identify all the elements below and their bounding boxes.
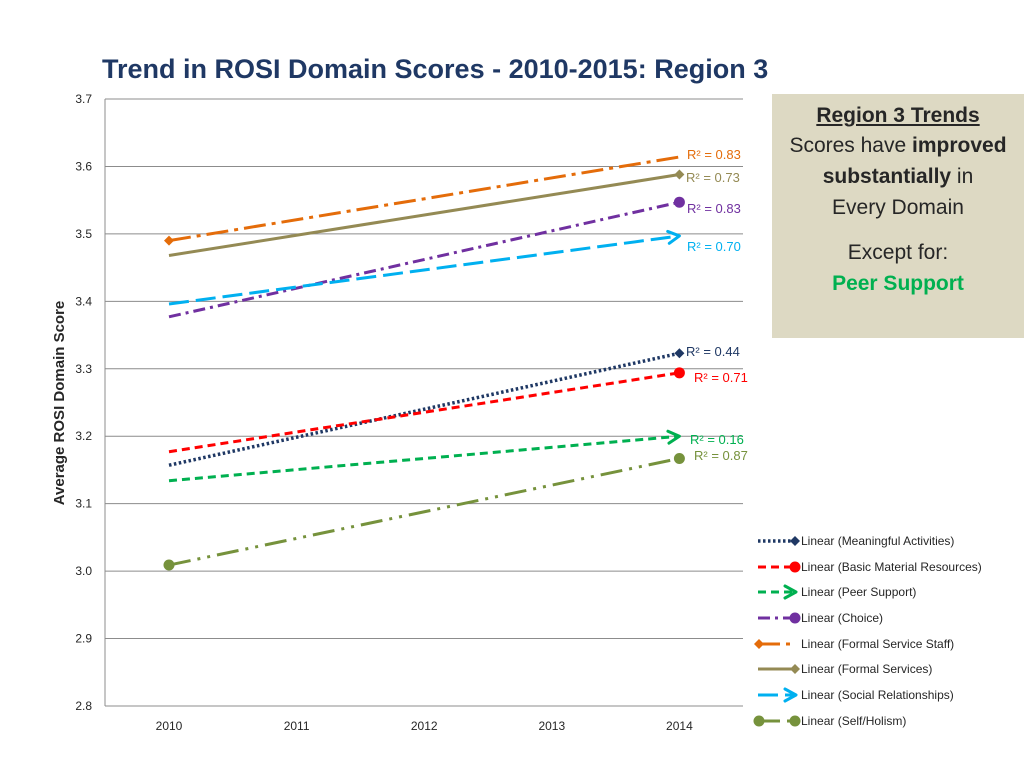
r2-label: R² = 0.83 [687, 201, 741, 216]
circle-marker [163, 559, 175, 571]
series-linear-peer-support- [168, 429, 681, 483]
y-tick-label: 2.9 [75, 632, 92, 646]
r2-label: R² = 0.70 [687, 239, 741, 254]
circle-marker [789, 612, 801, 624]
region-trends-box: Region 3 Trends Scores have improved sub… [772, 94, 1024, 338]
r2-label: R² = 0.73 [686, 170, 740, 185]
box-substantially-text: substantially [822, 165, 952, 188]
diamond-marker [790, 536, 800, 546]
r2-label: R² = 0.16 [690, 432, 744, 447]
legend-label: Linear (Choice) [801, 611, 883, 625]
series-linear-choice- [168, 196, 685, 319]
x-tick-label: 2010 [156, 719, 183, 733]
y-tick-label: 3.4 [75, 294, 92, 308]
r2-label: R² = 0.44 [686, 344, 740, 359]
y-tick-label: 2.8 [75, 699, 92, 713]
r2-label: R² = 0.83 [687, 147, 741, 162]
r2-labels: R² = 0.44 R² = 0.71 R² = 0.16 R² = 0.83 R² =… [686, 147, 748, 463]
diamond-marker [754, 639, 764, 649]
legend-label: Linear (Formal Service Staff) [801, 637, 954, 651]
y-tick-label: 3.7 [75, 92, 92, 106]
legend-label: Linear (Basic Material Resources) [801, 560, 982, 574]
trend-line [168, 434, 680, 483]
legend-label: Linear (Formal Services) [801, 662, 932, 676]
y-tick-label: 3.2 [75, 429, 92, 443]
trend-line [168, 457, 680, 567]
legend-entry: Linear (Formal Services) [758, 662, 932, 676]
legend: Linear (Meaningful Activities) Linear (Ba… [753, 534, 982, 728]
legend-entry: Linear (Choice) [758, 611, 883, 625]
diamond-marker [790, 664, 800, 674]
r2-label: R² = 0.87 [694, 448, 748, 463]
circle-marker [673, 452, 685, 464]
series-linear-formal-services- [168, 169, 685, 257]
legend-label: Linear (Meaningful Activities) [801, 534, 954, 548]
circle-marker [673, 367, 685, 379]
circle-marker [789, 561, 801, 573]
circle-marker [789, 715, 801, 727]
box-line-2-text: in [951, 165, 974, 188]
series-group [163, 155, 685, 571]
series-linear-formal-service-staff- [164, 155, 680, 246]
x-tick-label: 2011 [284, 719, 310, 733]
r2-label: R² = 0.71 [694, 370, 748, 385]
x-tick-label: 2012 [411, 719, 438, 733]
arrow-marker [666, 229, 681, 245]
legend-entry: Linear (Formal Service Staff) [754, 637, 954, 651]
legend-label: Linear (Self/Holism) [801, 714, 906, 728]
x-tick-label: 2013 [538, 719, 565, 733]
y-tick-label: 3.1 [75, 497, 92, 511]
box-line-2: substantially in [772, 161, 1024, 192]
chart-title: Trend in ROSI Domain Scores - 2010-2015:… [102, 54, 768, 84]
legend-entry: Linear (Self/Holism) [753, 714, 906, 728]
series-linear-basic-material-resources- [168, 367, 685, 454]
trend-line [168, 234, 680, 306]
arrow-marker [783, 687, 798, 703]
y-tick-label: 3.0 [75, 564, 92, 578]
trend-line [168, 200, 680, 319]
circle-marker [673, 196, 685, 208]
legend-entry: Linear (Basic Material Resources) [758, 560, 982, 574]
legend-entry: Linear (Meaningful Activities) [758, 534, 954, 548]
y-tick-label: 3.6 [75, 159, 92, 173]
trend-line [168, 173, 680, 257]
legend-label: Linear (Peer Support) [801, 585, 916, 599]
trend-line [168, 155, 680, 243]
box-title: Region 3 Trends [816, 104, 980, 127]
grid [105, 98, 743, 640]
box-line-1: Scores have improved [772, 130, 1024, 161]
box-line-1-text: Scores have [789, 134, 913, 157]
trend-line [168, 351, 680, 467]
arrow-marker [666, 429, 681, 445]
y-axis-label: Average ROSI Domain Score [51, 301, 68, 506]
circle-marker [753, 715, 765, 727]
legend-label: Linear (Social Relationships) [801, 688, 954, 702]
legend-entry: Linear (Peer Support) [758, 584, 916, 600]
diamond-marker [674, 169, 685, 180]
trend-line [168, 371, 680, 454]
box-peer-support-text: Peer Support [832, 272, 964, 295]
legend-entry: Linear (Social Relationships) [758, 687, 954, 703]
box-except-text: Except for: [847, 241, 949, 264]
x-tick-label: 2014 [666, 719, 693, 733]
arrow-marker [783, 584, 798, 600]
series-linear-meaningful-activities- [168, 348, 685, 467]
y-tick-label: 3.5 [75, 227, 92, 241]
box-line-3: Every Domain [832, 196, 964, 219]
axes: 2.8 2.9 3.0 3.1 3.2 3.3 3.4 3.5 3.6 3.7 2010 2011 20… [75, 92, 743, 733]
box-improved-text: improved [912, 134, 1007, 157]
diamond-marker [164, 235, 174, 246]
series-linear-self-holism- [163, 452, 685, 571]
series-linear-social-relationships- [168, 229, 681, 306]
diamond-marker [674, 348, 685, 359]
y-tick-label: 3.3 [75, 362, 92, 376]
